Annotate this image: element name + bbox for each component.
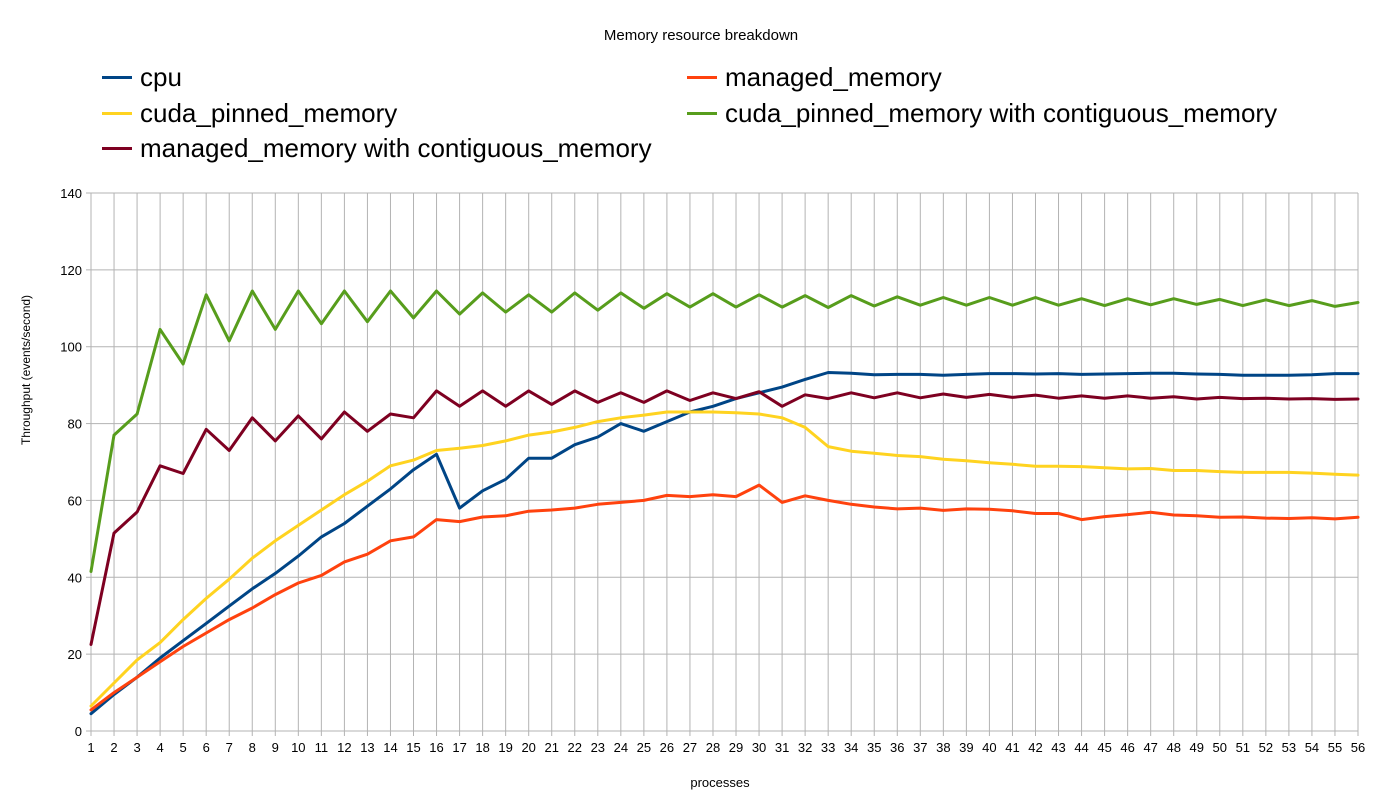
legend-swatch-cuda-pinned-memory (102, 111, 132, 115)
x-tick-label: 49 (1190, 740, 1204, 755)
x-tick-label: 52 (1259, 740, 1273, 755)
legend-label-cpu: cpu (140, 61, 182, 92)
legend-label-managed-contiguous: managed_memory with contiguous_memory (140, 132, 652, 163)
legend-label-cuda-pinned-memory: cuda_pinned_memory (140, 97, 398, 128)
series-line-managed-memory-with-contiguous-memory (89, 389, 1360, 646)
x-tick-label: 2 (110, 740, 117, 755)
x-tick-label: 4 (156, 740, 163, 755)
x-tick-label: 45 (1097, 740, 1111, 755)
y-tick-label: 60 (68, 493, 82, 508)
x-tick-label: 35 (867, 740, 881, 755)
x-tick-label: 56 (1351, 740, 1365, 755)
x-tick-label: 19 (498, 740, 512, 755)
chart-title: Memory resource breakdown (603, 27, 799, 44)
y-tick-label: 80 (68, 417, 82, 432)
x-tick-label: 28 (706, 740, 720, 755)
x-tick-label: 16 (429, 740, 443, 755)
x-tick-label: 14 (383, 740, 397, 755)
x-tick-label: 10 (291, 740, 305, 755)
legend-swatch-managed-memory (687, 75, 717, 79)
x-tick-label: 51 (1236, 740, 1250, 755)
legend-item-cpu: cpu (102, 62, 182, 92)
x-tick-label: 5 (180, 740, 187, 755)
x-tick-label: 43 (1051, 740, 1065, 755)
x-tick-label: 37 (913, 740, 927, 755)
legend-swatch-managed-contiguous (102, 146, 132, 150)
x-tick-label: 13 (360, 740, 374, 755)
series-line-managed-memory (89, 483, 1360, 712)
x-tick-label: 15 (406, 740, 420, 755)
x-tick-label: 17 (452, 740, 466, 755)
y-tick-label: 0 (75, 724, 82, 739)
x-tick-label: 53 (1282, 740, 1296, 755)
x-tick-label: 1 (87, 740, 94, 755)
x-tick-label: 29 (729, 740, 743, 755)
x-axis-label: processes (690, 775, 750, 790)
x-tick-label: 39 (959, 740, 973, 755)
x-tick-label: 21 (544, 740, 558, 755)
x-tick-label: 41 (1005, 740, 1019, 755)
series-line-cpu (89, 371, 1360, 716)
x-tick-label: 46 (1120, 740, 1134, 755)
x-tick-label: 55 (1328, 740, 1342, 755)
x-tick-label: 54 (1305, 740, 1319, 755)
x-tick-label: 11 (315, 740, 329, 755)
x-tick-label: 30 (752, 740, 766, 755)
legend-swatch-cpu (102, 75, 132, 79)
axes (86, 192, 1359, 736)
series-line-cuda-pinned-memory-with-contiguous-memory (89, 289, 1360, 573)
legend-item-cuda-pinned-memory: cuda_pinned_memory (102, 98, 397, 128)
x-tick-label: 3 (133, 740, 140, 755)
x-tick-label: 6 (203, 740, 210, 755)
y-tick-label: 120 (60, 263, 82, 278)
x-tick-label: 42 (1028, 740, 1042, 755)
x-tick-label: 47 (1143, 740, 1157, 755)
x-tick-label: 44 (1074, 740, 1088, 755)
legend-label-cuda-pinned-contiguous: cuda_pinned_memory with contiguous_memor… (725, 97, 1278, 128)
x-tick-label: 31 (775, 740, 789, 755)
x-tick-label: 18 (475, 740, 489, 755)
legend-item-managed-memory: managed_memory (687, 62, 942, 92)
legend-label-managed-memory: managed_memory (725, 61, 942, 92)
x-tick-label: 48 (1166, 740, 1180, 755)
x-tick-label: 34 (844, 740, 858, 755)
x-tick-label: 27 (683, 740, 697, 755)
x-tick-label: 32 (798, 740, 812, 755)
x-tick-label: 23 (591, 740, 605, 755)
x-tick-label: 40 (982, 740, 996, 755)
series-layer (89, 289, 1360, 716)
x-tick-label: 12 (337, 740, 351, 755)
x-tick-label: 9 (272, 740, 279, 755)
x-tick-label: 20 (521, 740, 535, 755)
y-tick-label: 140 (60, 186, 82, 201)
x-tick-label: 7 (226, 740, 233, 755)
legend-item-managed-contiguous: managed_memory with contiguous_memory (102, 133, 652, 163)
x-tick-label: 22 (568, 740, 582, 755)
x-tick-label: 26 (660, 740, 674, 755)
legend-item-cuda-pinned-contiguous: cuda_pinned_memory with contiguous_memor… (687, 98, 1277, 128)
x-tick-label: 8 (249, 740, 256, 755)
y-tick-label: 20 (68, 647, 82, 662)
legend-swatch-cuda-pinned-contiguous (687, 111, 717, 115)
x-tick-label: 25 (637, 740, 651, 755)
y-tick-label: 100 (60, 340, 82, 355)
y-axis-label: Throughput (events/second) (19, 295, 33, 445)
x-tick-label: 50 (1213, 740, 1227, 755)
x-tick-label: 24 (614, 740, 628, 755)
x-tick-label: 36 (890, 740, 904, 755)
y-tick-label: 40 (68, 570, 82, 585)
series-line-cuda-pinned-memory (89, 410, 1360, 708)
x-tick-label: 33 (821, 740, 835, 755)
x-tick-label: 38 (936, 740, 950, 755)
gridlines (90, 192, 1359, 732)
